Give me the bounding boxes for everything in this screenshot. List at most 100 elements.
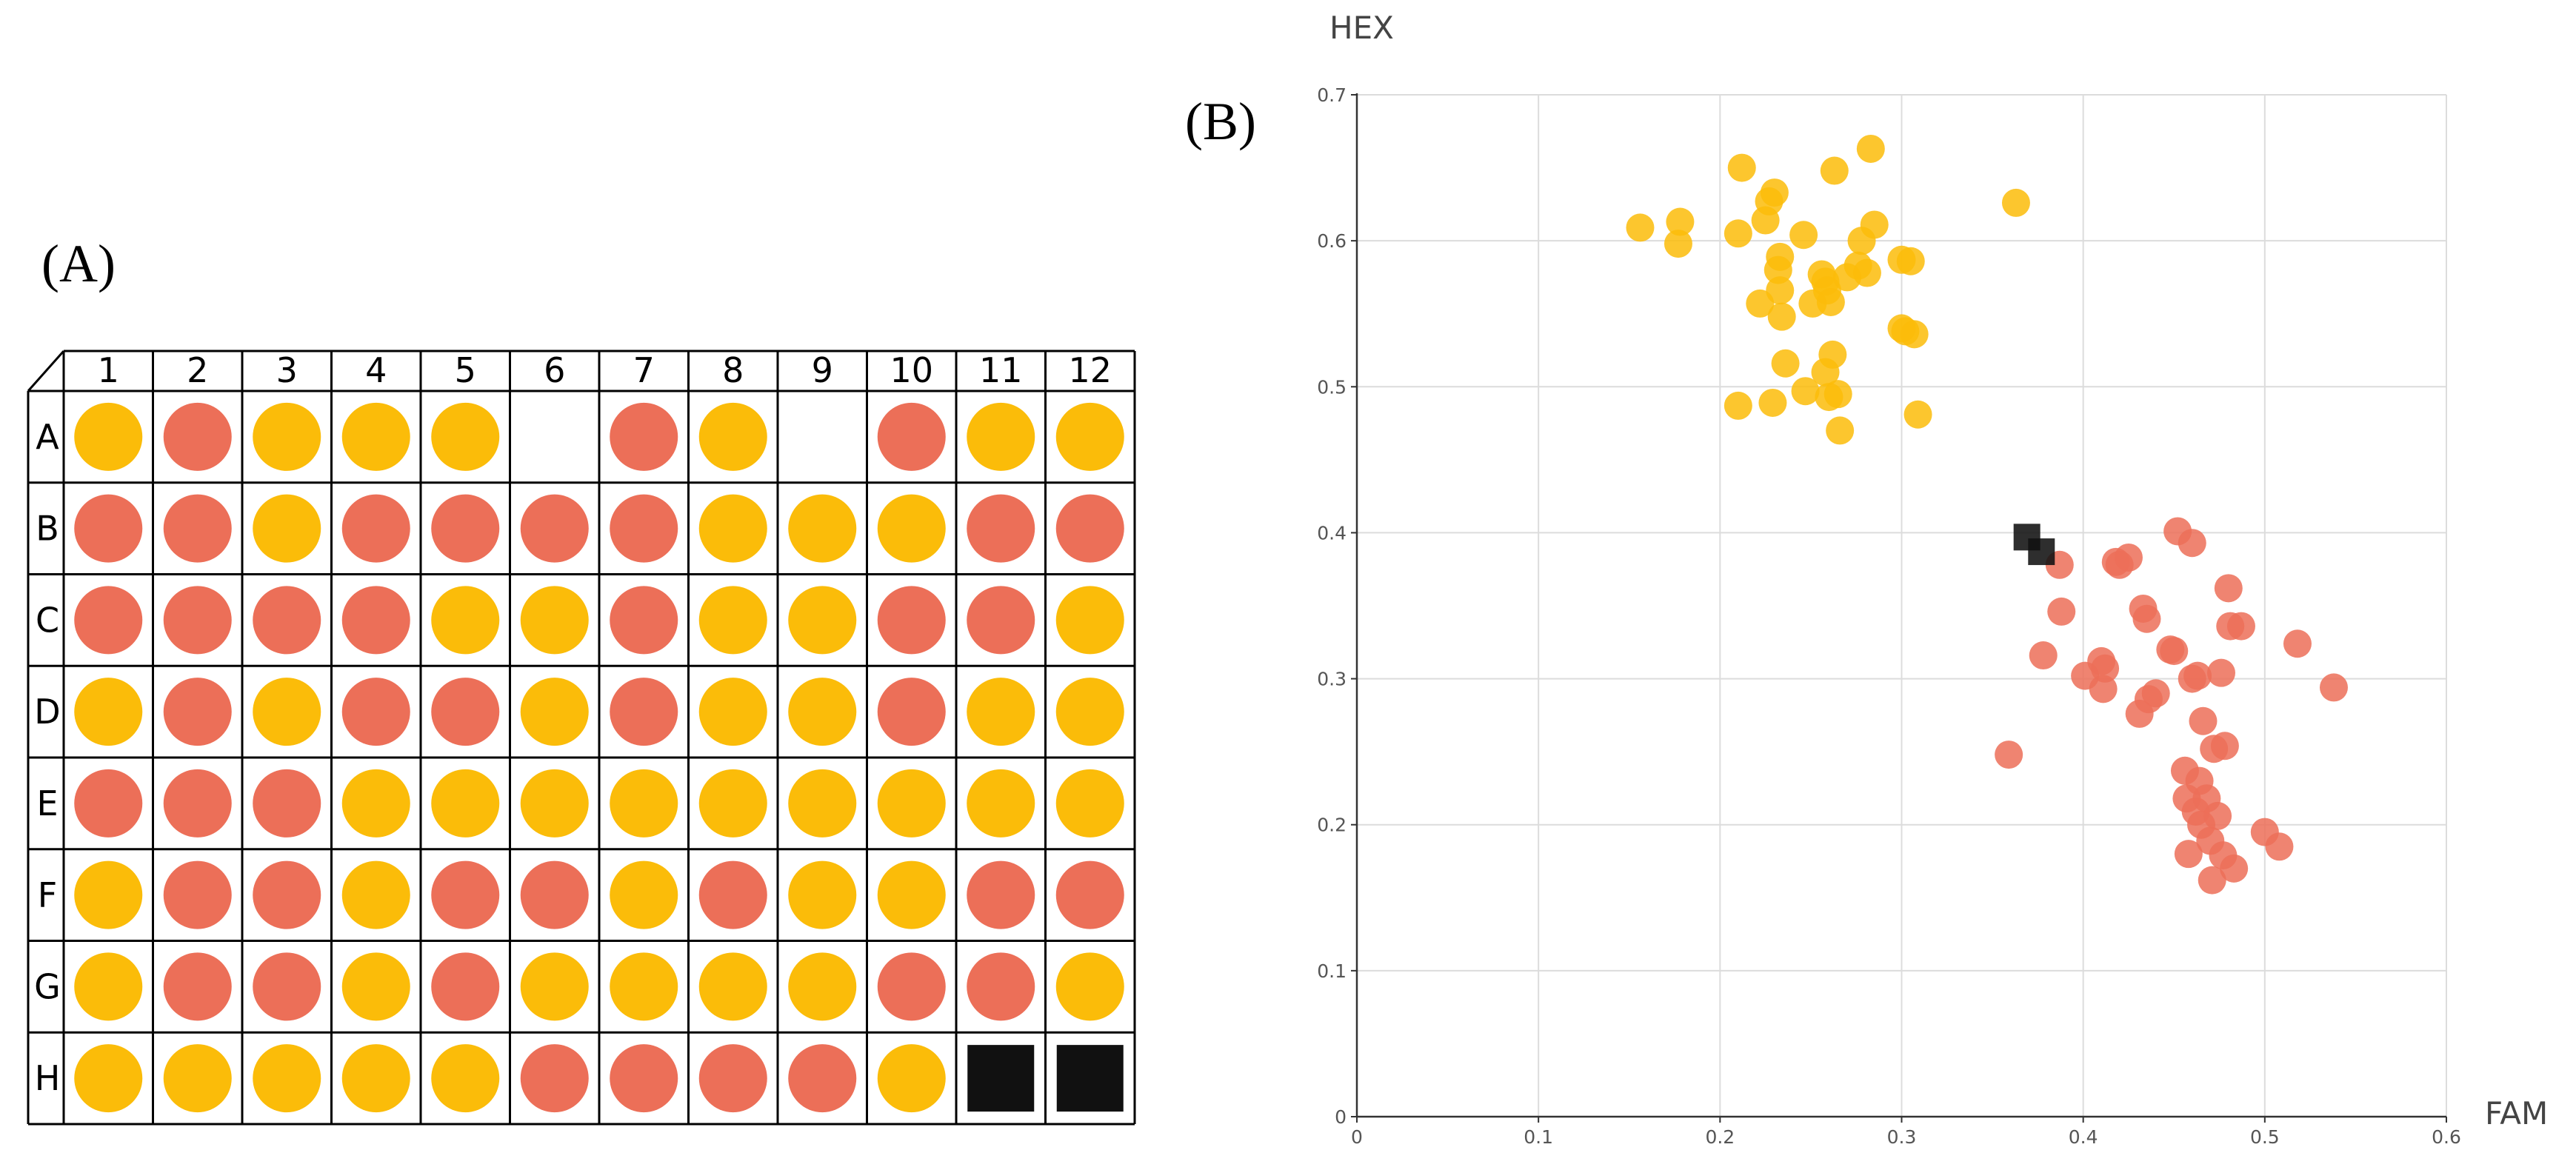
well-E10 — [877, 769, 946, 838]
row-header-D: D — [34, 692, 60, 732]
well-G8 — [698, 952, 767, 1021]
well-H5 — [431, 1044, 500, 1113]
well-D7 — [610, 678, 678, 746]
y-tick-label: 0.5 — [1317, 376, 1347, 398]
well-B12 — [1055, 494, 1124, 563]
point-series0-1 — [1666, 207, 1695, 236]
y-tick-label: 0.1 — [1317, 960, 1347, 982]
well-A11 — [967, 402, 1035, 471]
point-series1-1 — [2029, 641, 2058, 670]
well-E1 — [74, 769, 143, 838]
point-series1-42 — [2265, 832, 2294, 861]
well-D11 — [967, 678, 1035, 746]
well-G3 — [253, 952, 321, 1021]
well-G12 — [1055, 952, 1124, 1021]
column-header-9: 9 — [812, 350, 833, 390]
well-F1 — [74, 860, 143, 929]
point-series0-13 — [1771, 349, 1800, 378]
chart-axes — [1351, 93, 2447, 1123]
well-E5 — [431, 769, 500, 838]
row-header-E: E — [36, 783, 58, 823]
point-series0-12 — [1767, 302, 1796, 331]
point-series0-5 — [1746, 289, 1775, 318]
point-series0-8 — [1760, 178, 1789, 207]
well-A2 — [163, 402, 232, 471]
point-series1-22 — [2178, 529, 2206, 558]
well-H6 — [520, 1044, 589, 1113]
x-tick-label: 0.6 — [2432, 1126, 2461, 1148]
well-D2 — [163, 678, 232, 746]
column-header-10: 10 — [890, 350, 933, 390]
well-H1 — [74, 1044, 143, 1113]
well-C2 — [163, 586, 232, 655]
panel-b-label: (B) — [1185, 92, 1256, 151]
point-series1-6 — [2089, 675, 2118, 703]
well-A3 — [253, 402, 321, 471]
point-series0-11 — [1766, 276, 1795, 305]
well-D6 — [520, 678, 589, 746]
well-D12 — [1055, 678, 1124, 746]
point-series1-0 — [1995, 741, 2023, 769]
well-H12 — [1056, 1045, 1124, 1112]
x-tick-label: 0.4 — [2069, 1126, 2098, 1148]
well-F10 — [877, 860, 946, 929]
well-F12 — [1055, 860, 1124, 929]
x-tick-label: 0.3 — [1887, 1126, 1917, 1148]
point-series0-24 — [1811, 358, 1840, 387]
point-series0-31 — [1856, 134, 1885, 163]
well-E11 — [967, 769, 1035, 838]
point-series0-4 — [1724, 219, 1752, 248]
point-series1-40 — [2226, 612, 2255, 641]
y-tick-label: 0.4 — [1317, 522, 1347, 544]
well-A1 — [74, 402, 143, 471]
well-E9 — [788, 769, 857, 838]
point-series0-26 — [1758, 388, 1787, 417]
well-B7 — [610, 494, 678, 563]
point-series0-10 — [1766, 242, 1795, 271]
point-series0-35 — [1896, 247, 1925, 275]
y-tick-label: 0 — [1335, 1106, 1347, 1128]
well-G2 — [163, 952, 232, 1021]
well-H11 — [967, 1045, 1035, 1112]
point-series0-38 — [1887, 314, 1916, 343]
well-C1 — [74, 586, 143, 655]
point-series0-19 — [1816, 287, 1845, 316]
well-H3 — [253, 1044, 321, 1113]
well-E7 — [610, 769, 678, 838]
well-B10 — [877, 494, 946, 563]
well-B1 — [74, 494, 143, 563]
well-D9 — [788, 678, 857, 746]
well-F5 — [431, 860, 500, 929]
point-series1-34 — [2206, 658, 2235, 687]
point-series1-37 — [2214, 574, 2243, 603]
well-C11 — [967, 586, 1035, 655]
well-C5 — [431, 586, 500, 655]
well-D5 — [431, 678, 500, 746]
y-axis-label: HEX — [1329, 10, 1394, 46]
y-tick-label: 0.6 — [1317, 230, 1347, 252]
well-G5 — [431, 952, 500, 1021]
well-A5 — [431, 402, 500, 471]
chart-tick-labels: 0 0.1 0.2 0.3 0.4 0.5 0.6 0 0.1 0.2 0.3 0.4 0.5 0.6 0.… — [1317, 84, 2461, 1148]
well-A4 — [341, 402, 410, 471]
well-B2 — [163, 494, 232, 563]
point-series0-37 — [1903, 400, 1932, 429]
well-A12 — [1055, 402, 1124, 471]
well-F7 — [610, 860, 678, 929]
x-tick-label: 0.2 — [1705, 1126, 1735, 1148]
well-G9 — [788, 952, 857, 1021]
point-series1-25 — [2183, 661, 2212, 690]
point-series1-33 — [2203, 801, 2232, 830]
well-H4 — [341, 1044, 410, 1113]
well-C9 — [788, 586, 857, 655]
point-series1-17 — [2160, 637, 2189, 666]
well-E6 — [520, 769, 589, 838]
well-C12 — [1055, 586, 1124, 655]
well-A10 — [877, 402, 946, 471]
well-D1 — [74, 678, 143, 746]
well-B11 — [967, 494, 1035, 563]
y-tick-label: 0.7 — [1317, 84, 1347, 106]
well-E4 — [341, 769, 410, 838]
